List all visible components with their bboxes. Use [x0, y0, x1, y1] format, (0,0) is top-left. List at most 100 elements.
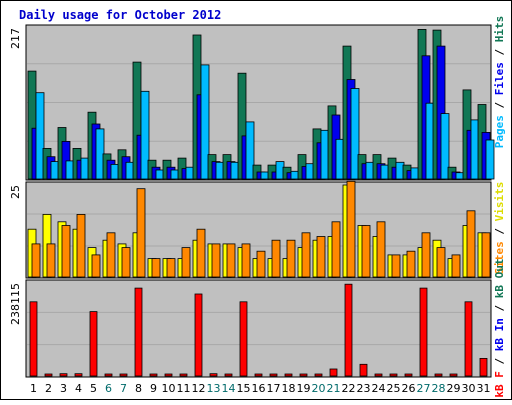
day-group — [329, 368, 338, 377]
day-group — [434, 373, 443, 377]
day-group — [147, 159, 165, 180]
day-group — [87, 247, 101, 278]
bar-kbytes-23 — [359, 363, 368, 377]
panel-visits-sites: 25 — [9, 180, 492, 279]
bar-sites-4 — [76, 213, 86, 278]
bar-kbytes-30 — [464, 301, 473, 377]
bar-sites-31 — [481, 232, 491, 278]
day-group — [357, 225, 371, 278]
day-group — [104, 373, 113, 377]
bar-kbytes-12 — [194, 293, 203, 377]
day-group — [254, 373, 263, 377]
bar-kbytes-8 — [134, 287, 143, 377]
day-group — [284, 373, 293, 377]
bar-sites-13 — [211, 243, 221, 278]
panels-layer: 217 25 238115 — [9, 24, 495, 378]
day-group — [464, 301, 473, 377]
day-group — [462, 210, 476, 278]
day-group — [342, 180, 356, 278]
bar-sites-1 — [31, 243, 41, 278]
day-group — [267, 239, 281, 278]
day-group — [177, 157, 195, 180]
day-group — [119, 373, 128, 377]
side-label-sites-visits: Sites / Visits — [493, 182, 506, 275]
day-group — [312, 236, 326, 278]
side-label-kb: kB F / kB In / kB Out — [493, 258, 506, 397]
day-group — [207, 243, 221, 278]
bar-sites-22 — [346, 180, 356, 278]
x-axis-ticks: 1 2 3 4 5 6 7 8 9 10 11 12 13 14 15 16 17 18 19 20 21 22 23 24 2… — [30, 382, 491, 395]
bar-sites-20 — [316, 236, 326, 278]
day-group — [194, 293, 203, 377]
side-label-part: Sites — [493, 241, 506, 274]
x-tick-label: 28 — [432, 382, 446, 395]
day-group — [299, 373, 308, 377]
bar-sites-7 — [121, 247, 131, 278]
day-group — [57, 221, 71, 278]
bar-kbytes-5 — [89, 311, 98, 377]
bar-kbytes-25 — [389, 373, 398, 377]
bar-pages-31 — [485, 139, 495, 180]
bar-kbytes-13 — [209, 373, 218, 377]
bar-sites-19 — [301, 232, 311, 278]
day-group — [237, 243, 251, 278]
day-group — [404, 373, 413, 377]
side-label-part: kB Out — [493, 258, 506, 298]
day-group — [374, 373, 383, 377]
day-group — [239, 301, 248, 377]
bar-pages-1 — [35, 92, 45, 180]
day-group — [89, 311, 98, 377]
day-group — [314, 373, 323, 377]
x-tick-label: 16 — [252, 382, 266, 395]
x-tick-label: 31 — [477, 382, 491, 395]
day-group — [42, 213, 56, 278]
day-group — [209, 373, 218, 377]
x-tick-label: 30 — [462, 382, 476, 395]
side-label-pages-files-hits: Pages / Files / Hits — [493, 16, 506, 149]
bar-sites-9 — [151, 258, 161, 278]
day-group — [134, 287, 143, 377]
x-tick-label: 3 — [60, 382, 67, 395]
bar-sites-3 — [61, 225, 71, 278]
bar-kbytes-31 — [479, 357, 488, 377]
x-tick-label: 14 — [222, 382, 236, 395]
day-group — [72, 147, 90, 180]
bar-kbytes-6 — [104, 373, 113, 377]
side-label-part: kB F — [493, 371, 506, 398]
day-group — [297, 154, 315, 180]
day-group — [72, 213, 86, 278]
bar-kbytes-15 — [239, 301, 248, 377]
bar-kbytes-18 — [284, 373, 293, 377]
x-tick-label: 5 — [90, 382, 97, 395]
day-group — [282, 166, 300, 180]
x-tick-label: 15 — [237, 382, 251, 395]
side-label-part: kB In — [493, 318, 506, 351]
day-group — [192, 34, 210, 180]
x-tick-label: 21 — [327, 382, 341, 395]
x-tick-label: 13 — [207, 382, 221, 395]
bar-kbytes-3 — [59, 373, 68, 377]
day-group — [42, 147, 60, 180]
day-group — [342, 45, 360, 180]
day-group — [162, 159, 180, 180]
day-group — [297, 232, 311, 278]
bar-pages-22 — [350, 88, 360, 180]
day-group — [372, 221, 386, 278]
bar-sites-24 — [376, 221, 386, 278]
bar-sites-30 — [466, 210, 476, 278]
bar-kbytes-21 — [329, 368, 338, 377]
x-tick-label: 19 — [297, 382, 311, 395]
day-group — [207, 154, 225, 180]
x-tick-label: 24 — [372, 382, 386, 395]
bar-sites-27 — [421, 232, 431, 278]
bar-sites-2 — [46, 243, 56, 278]
bar-pages-28 — [440, 113, 450, 180]
day-group — [162, 258, 176, 278]
day-group — [237, 72, 255, 180]
x-tick-label: 23 — [357, 382, 371, 395]
x-tick-label: 26 — [402, 382, 416, 395]
bar-sites-28 — [436, 247, 446, 278]
bar-sites-10 — [166, 258, 176, 278]
x-tick-label: 7 — [120, 382, 127, 395]
day-group — [447, 166, 465, 180]
